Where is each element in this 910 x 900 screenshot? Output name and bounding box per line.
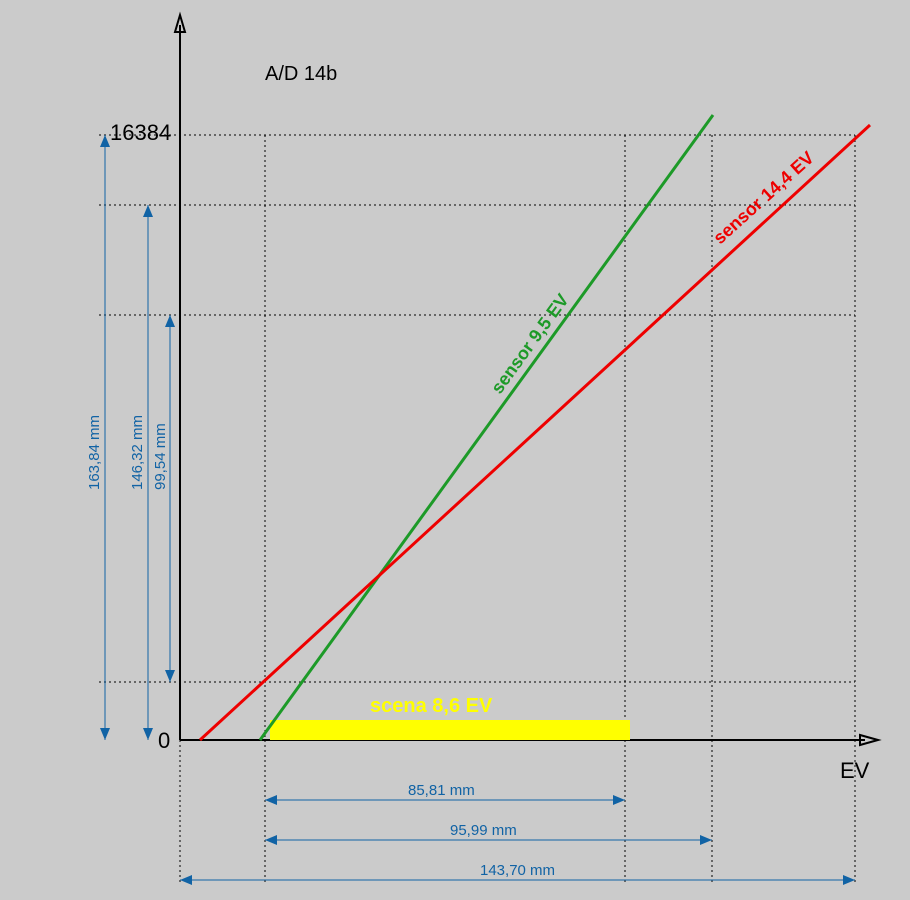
scene-bar-label: scena 8,6 EV (370, 695, 493, 717)
y-max-label: 16384 (110, 120, 171, 145)
svg-text:143,70 mm: 143,70 mm (480, 862, 555, 879)
svg-text:99,54 mm: 99,54 mm (152, 423, 169, 490)
axes: 16384 0 EV (110, 15, 878, 783)
svg-text:163,84 mm: 163,84 mm (86, 415, 103, 490)
scene-bar (270, 720, 630, 740)
sensor-green-line (260, 115, 713, 740)
dotted-vertical-lines (180, 135, 855, 885)
diagram-title: A/D 14b (265, 63, 337, 85)
sensor-dynamic-range-diagram: 16384 0 EV A/D 14b scena 8,6 EV sensor 9… (0, 0, 910, 900)
svg-text:85,81 mm: 85,81 mm (408, 782, 475, 799)
y-zero-label: 0 (158, 728, 170, 753)
sensor-green-label: sensor 9,5 EV (487, 290, 573, 397)
svg-text:146,32 mm: 146,32 mm (129, 415, 146, 490)
svg-text:95,99 mm: 95,99 mm (450, 822, 517, 839)
sensor-red-label: sensor 14,4 EV (709, 147, 818, 248)
vertical-dimensions: 163,84 mm 146,32 mm 99,54 mm (86, 135, 175, 740)
horizontal-dimensions: 85,81 mm 95,99 mm 143,70 mm (180, 782, 855, 885)
sensor-red-line (200, 125, 870, 740)
